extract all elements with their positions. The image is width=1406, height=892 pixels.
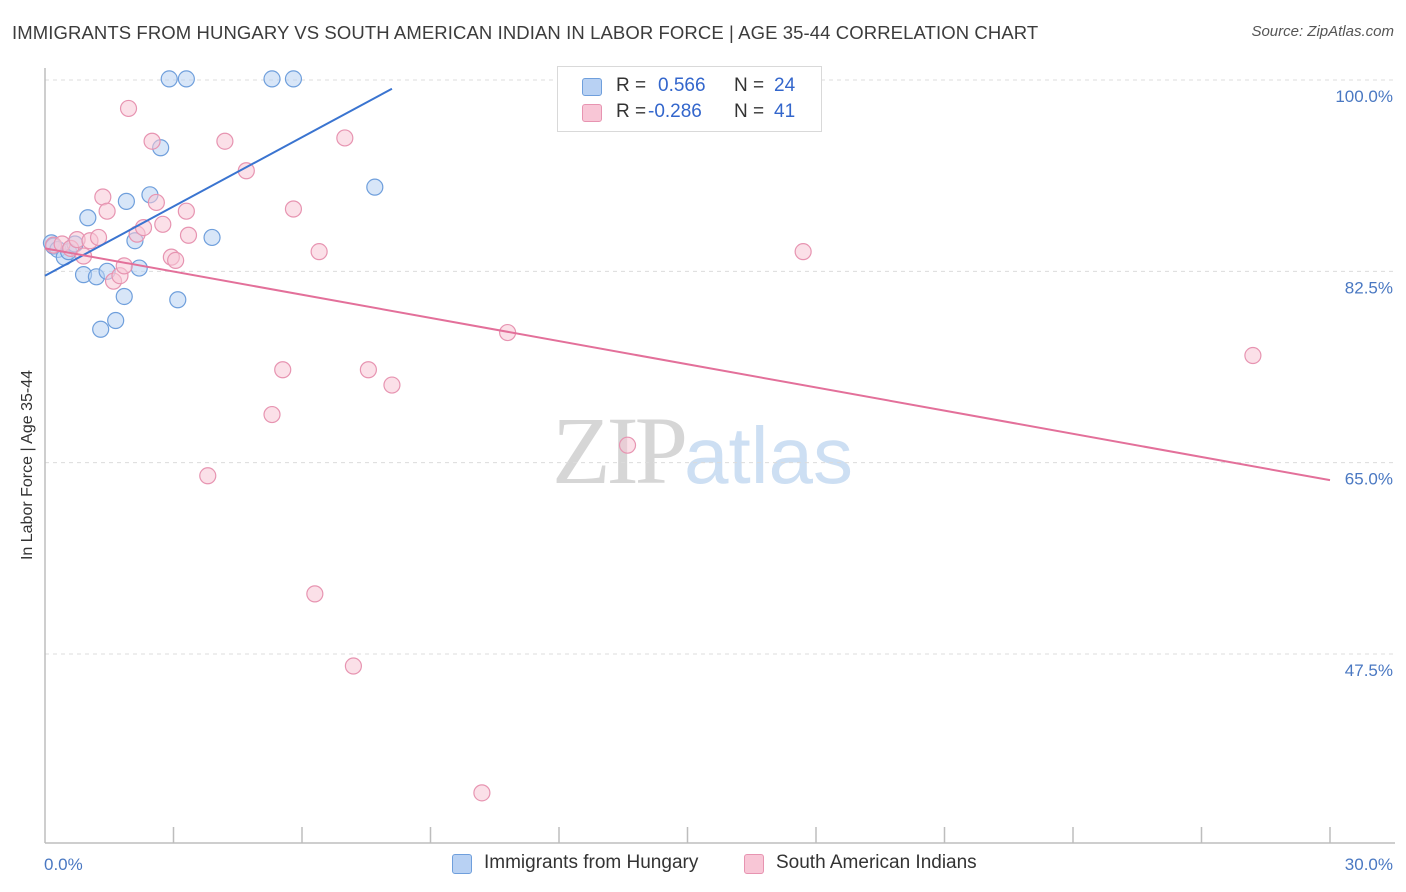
point-south-american-indians xyxy=(310,243,328,261)
point-south-american-indians xyxy=(306,585,324,603)
legend-swatch-pink xyxy=(582,104,602,122)
point-south-american-indians xyxy=(359,361,377,379)
legend-series-label: South American Indians xyxy=(776,852,977,873)
x-tick-label: 30.0% xyxy=(1345,855,1393,874)
point-hungary xyxy=(263,70,281,88)
point-south-american-indians xyxy=(383,376,401,394)
point-hungary xyxy=(169,291,187,309)
trendline-hungary xyxy=(44,87,393,277)
legend-swatch-blue xyxy=(582,78,602,96)
zipatlas-watermark: ZIPatlas xyxy=(552,395,853,506)
point-hungary xyxy=(117,192,135,210)
point-hungary xyxy=(92,320,110,338)
point-south-american-indians xyxy=(147,193,165,212)
legend-swatch-pink xyxy=(744,854,764,874)
point-hungary xyxy=(160,70,178,88)
legend-row-hungary: R = 0.566 N = 24 xyxy=(558,75,821,101)
point-south-american-indians xyxy=(94,188,112,206)
data-points xyxy=(42,70,1262,802)
tick-labels: 100.0% 82.5% 65.0% 47.5% 0.0% 30.0% xyxy=(44,87,1393,874)
point-south-american-indians xyxy=(177,202,195,220)
point-hungary xyxy=(79,209,97,227)
legend-r-value: 0.566 xyxy=(658,75,706,96)
point-south-american-indians xyxy=(263,405,281,424)
point-south-american-indians xyxy=(154,215,172,233)
y-tick-label: 82.5% xyxy=(1345,278,1393,297)
point-hungary xyxy=(130,259,148,277)
point-south-american-indians xyxy=(344,657,362,675)
legend-series-label: Immigrants from Hungary xyxy=(484,852,699,873)
legend-swatch-blue xyxy=(452,854,472,874)
point-hungary xyxy=(115,287,133,306)
point-south-american-indians xyxy=(119,99,138,118)
bottom-legend-south-american: South American Indians xyxy=(744,851,994,877)
point-south-american-indians xyxy=(89,228,108,247)
point-south-american-indians xyxy=(473,784,491,802)
legend-n-value: 41 xyxy=(774,101,796,122)
watermark-zip: ZIP xyxy=(552,397,688,504)
point-hungary xyxy=(284,70,303,88)
point-south-american-indians xyxy=(216,132,234,150)
point-south-american-indians xyxy=(794,243,812,261)
point-south-american-indians xyxy=(274,361,292,379)
legend-r-label: R = xyxy=(616,101,647,122)
point-south-american-indians xyxy=(199,467,217,485)
point-hungary xyxy=(107,311,125,330)
correlation-legend: R = 0.566 N = 24 R = -0.286 N = 41 xyxy=(557,66,822,132)
legend-r-label: R = xyxy=(616,75,647,96)
chart-title: IMMIGRANTS FROM HUNGARY VS SOUTH AMERICA… xyxy=(12,22,1039,43)
point-south-american-indians xyxy=(98,202,116,220)
bottom-legend-hungary: Immigrants from Hungary xyxy=(452,851,722,877)
trendline-south-american-indians xyxy=(44,247,1331,482)
point-south-american-indians xyxy=(143,132,161,150)
y-tick-label: 100.0% xyxy=(1335,87,1393,106)
point-hungary xyxy=(203,228,221,247)
axes xyxy=(44,68,1395,844)
point-hungary xyxy=(177,70,195,88)
point-south-american-indians xyxy=(618,436,637,454)
point-hungary xyxy=(366,178,384,196)
watermark-atlas: atlas xyxy=(684,411,853,500)
legend-row-south-american: R = -0.286 N = 41 xyxy=(558,101,821,127)
x-tick-label: 0.0% xyxy=(44,855,83,874)
y-tick-label: 65.0% xyxy=(1345,470,1393,489)
point-south-american-indians xyxy=(284,200,303,218)
point-south-american-indians xyxy=(115,257,133,275)
y-tick-label: 47.5% xyxy=(1345,661,1393,680)
legend-n-label: N = xyxy=(734,75,765,96)
point-south-american-indians xyxy=(179,226,198,244)
trend-lines xyxy=(44,87,1331,482)
point-south-american-indians xyxy=(167,251,185,269)
legend-r-value: -0.286 xyxy=(648,101,702,122)
point-south-american-indians xyxy=(336,129,354,147)
source-credit: Source: ZipAtlas.com xyxy=(1251,23,1394,40)
point-south-american-indians xyxy=(1244,346,1262,365)
legend-n-value: 24 xyxy=(774,75,796,96)
legend-n-label: N = xyxy=(734,101,765,122)
